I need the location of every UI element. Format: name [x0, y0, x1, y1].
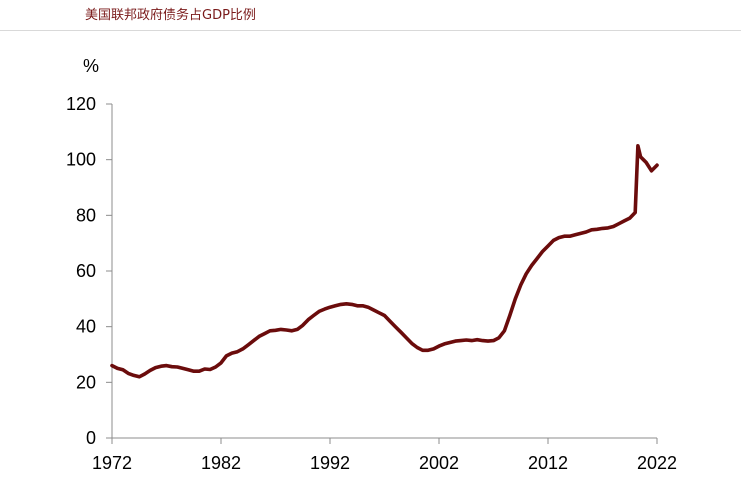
y-tick-label: 100 — [66, 150, 96, 170]
debt-to-gdp-line — [110, 144, 659, 379]
y-tick-label: 120 — [66, 94, 96, 114]
x-tick-label: 2002 — [419, 453, 459, 473]
y-tick-label: 40 — [76, 317, 96, 337]
x-tick-label: 1972 — [92, 453, 132, 473]
y-tick-label: 80 — [76, 205, 96, 225]
y-tick-label: 0 — [86, 428, 96, 448]
y-tick-label: 20 — [76, 372, 96, 392]
y-axis-unit-label: % — [83, 56, 99, 76]
y-tick-label: 60 — [76, 261, 96, 281]
x-tick-label: 2012 — [528, 453, 568, 473]
x-tick-label: 1982 — [201, 453, 241, 473]
x-tick-label: 1992 — [310, 453, 350, 473]
y-axis-ticks: 0 20 40 60 80 100 120 — [66, 94, 112, 448]
x-axis-ticks: 1972 1982 1992 2002 2012 2022 — [92, 438, 677, 473]
chart-title: 美国联邦政府债务占GDP比例 — [85, 8, 256, 23]
x-tick-label: 2022 — [637, 453, 677, 473]
axes — [111, 104, 657, 439]
title-divider — [0, 30, 741, 31]
